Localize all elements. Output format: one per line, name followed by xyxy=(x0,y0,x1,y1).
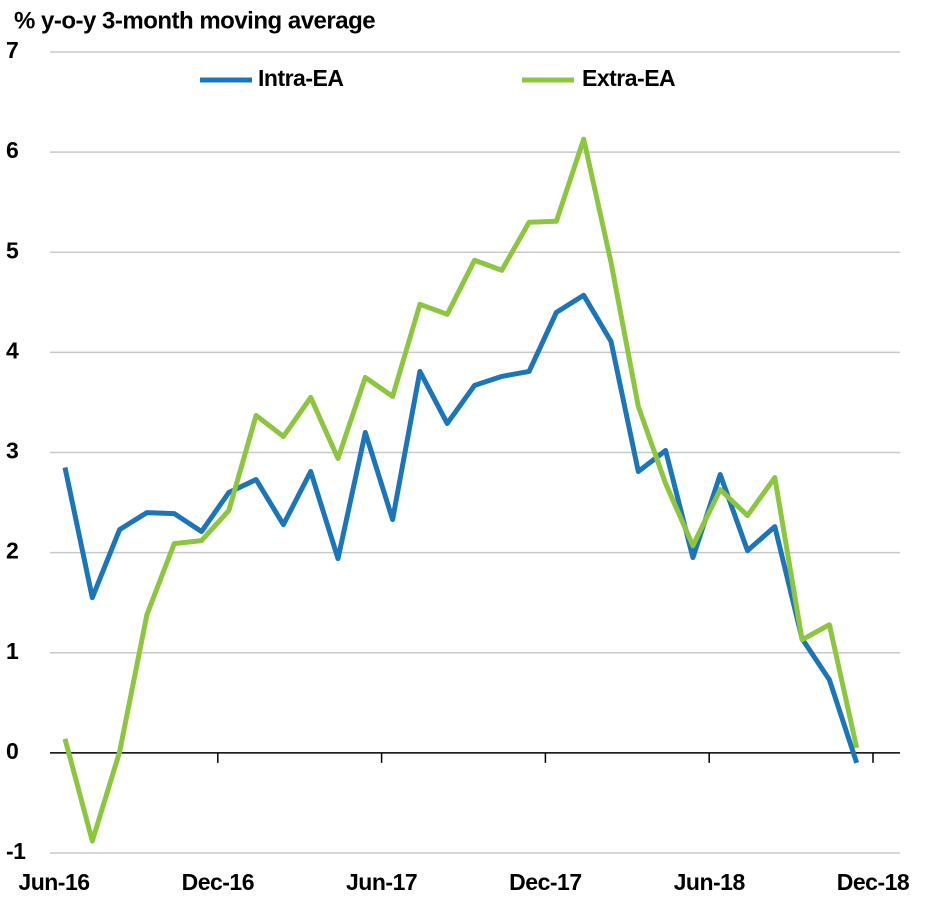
y-tick-label: 3 xyxy=(6,438,18,464)
legend-label: Extra-EA xyxy=(582,65,675,91)
x-tick-label: Jun-17 xyxy=(346,869,417,895)
chart-title: % y-o-y 3-month moving average xyxy=(14,7,375,34)
y-tick-label: 1 xyxy=(6,638,19,664)
y-tick-label: 2 xyxy=(6,538,18,564)
x-tick-label: Dec-18 xyxy=(837,869,910,895)
x-tick-label: Dec-16 xyxy=(182,869,254,895)
y-tick-label: -1 xyxy=(6,838,26,864)
x-tick-label: Jun-16 xyxy=(18,869,89,895)
y-tick-label: 7 xyxy=(6,37,18,63)
y-tick-label: 5 xyxy=(6,237,19,263)
y-tick-label: 0 xyxy=(6,738,18,764)
y-tick-label: 4 xyxy=(6,337,19,363)
series-line xyxy=(62,136,860,844)
x-tick-label: Dec-17 xyxy=(509,869,581,895)
y-tick-label: 6 xyxy=(6,137,18,163)
legend-label: Intra-EA xyxy=(258,65,343,91)
series-line xyxy=(62,292,860,764)
x-tick-label: Jun-18 xyxy=(674,869,746,895)
